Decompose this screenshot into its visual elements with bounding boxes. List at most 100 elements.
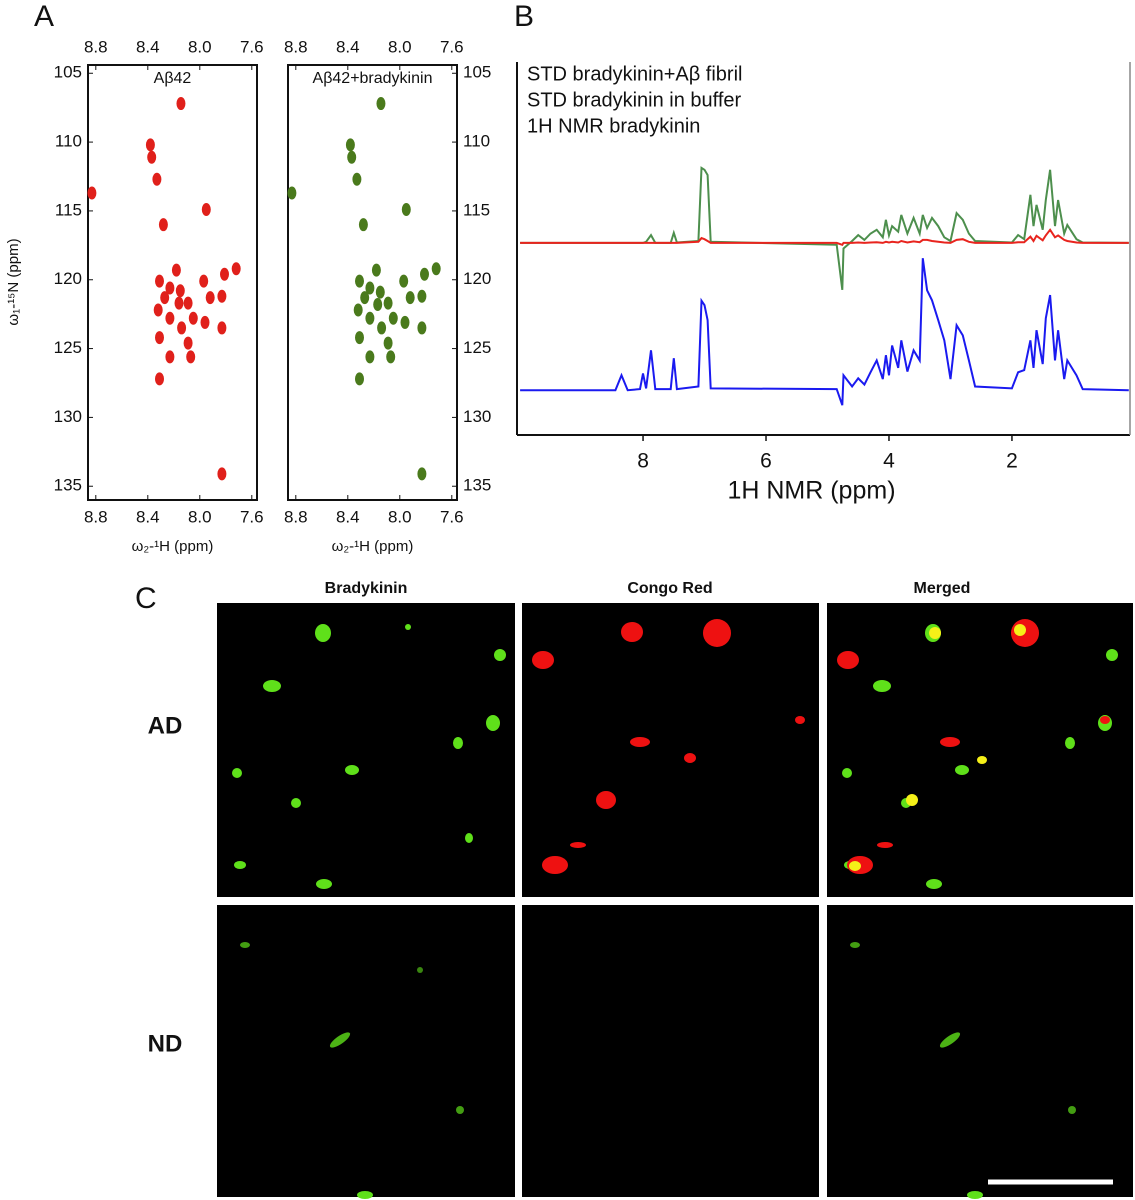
peak	[365, 350, 375, 364]
peak	[401, 203, 411, 217]
peak	[377, 321, 387, 335]
x-tick-label: 6	[760, 450, 772, 473]
peak	[153, 303, 163, 317]
y-tick-label: 130	[463, 407, 491, 426]
image-nd-merged	[827, 905, 1133, 1197]
peak	[201, 203, 211, 217]
x-tick-label: 8.4	[336, 507, 360, 526]
peak	[355, 372, 364, 386]
peak	[417, 289, 427, 303]
peak	[360, 291, 370, 305]
peak	[183, 296, 193, 310]
x-axis-label: 1H NMR (ppm)	[727, 477, 895, 505]
y-tick-label: 105	[463, 63, 491, 82]
peak	[188, 311, 198, 325]
peak	[220, 267, 229, 281]
peak	[217, 289, 227, 303]
peak	[200, 315, 210, 329]
peak	[400, 315, 410, 329]
y-tick-label: 120	[54, 269, 82, 288]
peak	[287, 186, 297, 200]
panel-label: C	[135, 582, 157, 615]
peak	[386, 350, 396, 364]
legend-entry: STD bradykinin in buffer	[527, 89, 742, 111]
plot-title: Aβ42	[154, 70, 192, 87]
x-tick-label: 8.8	[284, 507, 308, 526]
peak	[383, 296, 393, 310]
peak	[399, 274, 409, 288]
peak	[160, 291, 170, 305]
x-tick-label: 8.0	[188, 507, 212, 526]
spectrum-line	[520, 258, 1129, 406]
x-tick-label: 8.4	[336, 37, 360, 56]
peak	[405, 291, 415, 305]
x-axis-label: ω₂-¹H (ppm)	[332, 538, 414, 555]
image-ad-congo	[522, 603, 819, 897]
x-tick-label: 8.0	[188, 37, 212, 56]
x-tick-label: 8.4	[136, 507, 160, 526]
x-tick-label: 7.6	[440, 37, 464, 56]
peak	[217, 467, 227, 481]
peak	[420, 267, 429, 281]
peak	[373, 298, 383, 312]
peak	[347, 150, 357, 164]
plot-frame	[87, 64, 258, 501]
peak	[365, 281, 375, 295]
peak	[87, 186, 97, 200]
row-label: AD	[148, 712, 183, 739]
y-tick-label: 120	[463, 269, 491, 288]
image-nd-congo	[522, 905, 819, 1197]
y-axis-label: ω₁-¹⁵N (ppm)	[5, 238, 22, 325]
row-label: ND	[148, 1030, 183, 1057]
yellow-blobs	[849, 624, 1026, 871]
peak	[155, 331, 164, 345]
y-tick-label: 115	[463, 200, 490, 219]
column-header: Merged	[914, 580, 971, 597]
y-tick-label: 110	[463, 132, 490, 151]
peak	[176, 97, 186, 111]
x-tick-label: 8.8	[84, 37, 108, 56]
peak	[217, 321, 227, 335]
x-tick-label: 8.0	[388, 37, 412, 56]
peak	[417, 467, 427, 481]
image-ad-merged	[827, 603, 1133, 897]
x-tick-label: 7.6	[440, 507, 464, 526]
peak	[155, 274, 164, 288]
x-tick-label: 8.4	[136, 37, 160, 56]
peak	[388, 311, 398, 325]
peak	[376, 97, 386, 111]
peak	[147, 150, 157, 164]
x-tick-label: 8.0	[388, 507, 412, 526]
peak	[174, 296, 184, 310]
y-tick-label: 105	[54, 63, 82, 82]
x-tick-label: 4	[883, 450, 895, 473]
peak	[383, 336, 393, 350]
column-header: Congo Red	[627, 580, 712, 597]
peak	[155, 372, 164, 386]
peak	[171, 263, 181, 277]
peak	[186, 350, 196, 364]
peak	[165, 350, 175, 364]
spectrum-line	[520, 166, 1129, 291]
peak	[231, 262, 241, 276]
peak	[417, 321, 427, 335]
peak	[371, 263, 381, 277]
y-tick-label: 135	[54, 476, 82, 495]
x-tick-label: 8.8	[84, 507, 108, 526]
plot-frame	[287, 64, 458, 501]
peak	[205, 291, 215, 305]
x-tick-label: 7.6	[240, 37, 264, 56]
peak	[177, 321, 187, 335]
x-tick-label: 8	[637, 450, 649, 473]
peak	[175, 284, 185, 298]
peak	[165, 311, 175, 325]
peak	[345, 138, 355, 152]
peak	[165, 281, 175, 295]
image-nd-bradykinin	[217, 905, 515, 1197]
x-axis-label: ω₂-¹H (ppm)	[132, 538, 214, 555]
panel-label: A	[34, 0, 54, 33]
y-tick-label: 130	[54, 407, 82, 426]
peak	[365, 311, 375, 325]
peak	[431, 262, 441, 276]
x-tick-label: 8.8	[284, 37, 308, 56]
